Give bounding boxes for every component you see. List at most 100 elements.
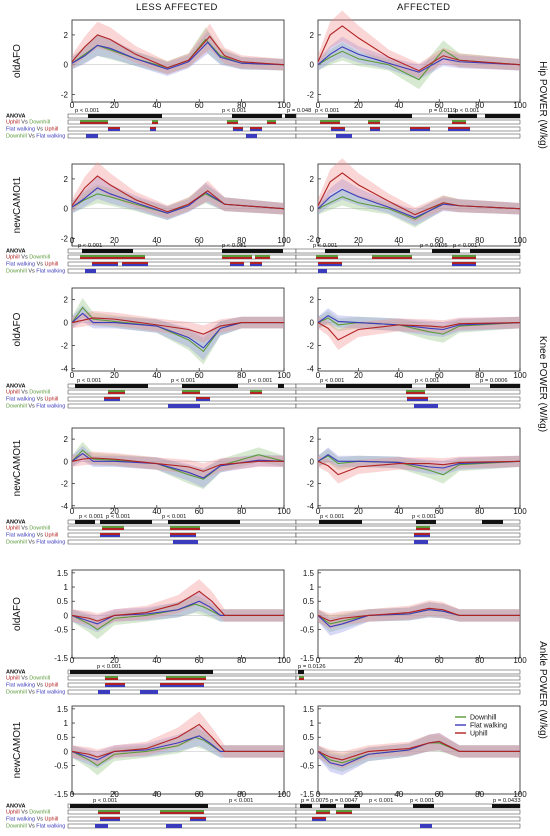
y-tick-label: 1 bbox=[64, 583, 69, 592]
series-line-downhill bbox=[71, 449, 285, 480]
band-flat bbox=[72, 591, 284, 633]
anova-p-label: p < 0.001 bbox=[410, 798, 434, 804]
stat-label-comparison: Flat walking Vs Uphill bbox=[6, 262, 58, 268]
x-tick-label: 20 bbox=[110, 101, 119, 110]
plot-frame bbox=[71, 427, 285, 509]
posthoc-significance-bar-secondary bbox=[95, 826, 108, 828]
posthoc-significance-bar-secondary bbox=[320, 122, 340, 124]
posthoc-significance-bar-secondary bbox=[105, 678, 118, 680]
posthoc-significance-bar-secondary bbox=[230, 264, 244, 266]
stat-label-part: Uphill bbox=[6, 390, 20, 396]
posthoc-strip bbox=[295, 809, 521, 815]
x-tick-label: 80 bbox=[475, 656, 484, 665]
y-tick-label: -1.5 bbox=[300, 654, 314, 663]
x-tick-label: 0 bbox=[70, 371, 75, 380]
x-tick-label: 100 bbox=[513, 790, 527, 799]
anova-p-label: p < 0.001 bbox=[229, 798, 253, 804]
posthoc-significance-bar-secondary bbox=[414, 406, 438, 408]
stat-label-part: Vs bbox=[27, 134, 36, 140]
column-title-affected: AFFECTED bbox=[397, 2, 451, 13]
posthoc-significance-bar-secondary bbox=[168, 406, 200, 408]
y-tick-label: 1.5 bbox=[57, 569, 69, 578]
posthoc-strip bbox=[295, 268, 521, 274]
y-tick-label: -4 bbox=[307, 365, 315, 374]
stat-label-comparison: Uphill Vs Downhill bbox=[6, 255, 50, 261]
row-label-newCAMOt1: newCAMOt1 bbox=[12, 721, 23, 778]
y-tick-label: 1.5 bbox=[303, 569, 315, 578]
posthoc-significance-bar-secondary bbox=[170, 528, 200, 530]
posthoc-significance-bar-secondary bbox=[316, 812, 330, 814]
posthoc-significance-bar-secondary bbox=[196, 399, 210, 401]
legend-label-uphill: Uphill bbox=[470, 731, 488, 738]
posthoc-significance-bar-secondary bbox=[80, 257, 145, 259]
x-tick-label: 0 bbox=[70, 656, 75, 665]
band-downhill bbox=[72, 27, 284, 75]
anova-p-label: p < 0.001 bbox=[248, 378, 272, 384]
posthoc-strip bbox=[295, 682, 521, 688]
stat-label-part: Uphill bbox=[45, 683, 59, 689]
x-tick-label: 100 bbox=[277, 656, 291, 665]
posthoc-significance-bar-secondary bbox=[407, 399, 428, 401]
x-tick-label: 60 bbox=[435, 790, 444, 799]
anova-p-label: p < 0.001 bbox=[171, 378, 195, 384]
posthoc-significance-bar-secondary bbox=[160, 685, 204, 687]
series-line-uphill bbox=[317, 172, 521, 216]
stat-label-part: Vs bbox=[27, 269, 36, 275]
posthoc-significance-bar-secondary bbox=[104, 399, 120, 401]
anova-significance-bar bbox=[416, 520, 436, 524]
anova-p-label: p < 0.001 bbox=[320, 514, 344, 520]
x-tick-label: 20 bbox=[110, 790, 119, 799]
series-line-flat bbox=[317, 454, 521, 469]
chart-panel-hip-newCAMO-less bbox=[67, 161, 297, 274]
anova-p-label: p = 0.0105 bbox=[420, 243, 448, 249]
series-line-uphill bbox=[317, 460, 521, 476]
y-tick-label: 0 bbox=[64, 611, 69, 620]
x-tick-label: 100 bbox=[513, 507, 527, 516]
anova-p-label: p < 0.001 bbox=[315, 108, 339, 114]
series-line-uphill bbox=[71, 723, 284, 758]
stat-label-part: Flat walking bbox=[6, 262, 35, 268]
posthoc-strip bbox=[295, 539, 521, 545]
posthoc-strip bbox=[295, 823, 521, 829]
posthoc-strip bbox=[295, 689, 521, 695]
y-tick-label: -2 bbox=[61, 235, 69, 244]
anova-significance-bar bbox=[326, 384, 412, 388]
posthoc-strip bbox=[67, 396, 297, 402]
band-uphill bbox=[72, 311, 284, 343]
y-tick-label: 0 bbox=[64, 747, 69, 756]
stat-label-part: Flat walking bbox=[36, 134, 65, 140]
stat-label-part: Vs bbox=[35, 262, 44, 268]
x-tick-label: 20 bbox=[110, 371, 119, 380]
row-label-oldAFO: oldAFO bbox=[12, 597, 23, 631]
y-tick-label: -2 bbox=[307, 342, 315, 351]
anova-p-label: p = 0.0006 bbox=[480, 378, 508, 384]
posthoc-significance-bar-secondary bbox=[105, 685, 125, 687]
posthoc-strip bbox=[295, 133, 521, 139]
section-label-knee: Knee POWER (W/kg) bbox=[537, 336, 548, 432]
chart-panel-knee-newCAMO-less bbox=[67, 427, 297, 545]
anova-p-label: p < 0.001 bbox=[369, 798, 393, 804]
band-downhill bbox=[72, 727, 284, 776]
posthoc-significance-bar-secondary bbox=[222, 257, 252, 259]
stat-label-part: Uphill bbox=[45, 262, 59, 268]
y-tick-label: 0 bbox=[64, 61, 69, 70]
anova-p-label: p = 0.048 bbox=[287, 108, 311, 114]
plot-frame bbox=[317, 705, 521, 795]
stat-label-part: Vs bbox=[20, 676, 29, 682]
anova-p-label: p < 0.001 bbox=[77, 378, 101, 384]
posthoc-significance-bar-secondary bbox=[368, 122, 380, 124]
posthoc-significance-bar-secondary bbox=[318, 271, 327, 273]
band-flat bbox=[72, 176, 284, 221]
section-label-hip: Hip POWER (W/kg) bbox=[537, 61, 548, 149]
y-tick-label: 1 bbox=[310, 719, 315, 728]
band-downhill bbox=[318, 734, 520, 772]
posthoc-significance-bar-secondary bbox=[86, 136, 98, 138]
x-tick-label: 60 bbox=[195, 236, 204, 245]
anova-significance-bar bbox=[100, 520, 152, 524]
x-tick-label: 40 bbox=[152, 236, 161, 245]
stat-label-part: Uphill bbox=[45, 533, 59, 539]
x-tick-label: 20 bbox=[354, 101, 363, 110]
plot-frame bbox=[317, 427, 521, 509]
anova-significance-bar bbox=[426, 384, 470, 388]
